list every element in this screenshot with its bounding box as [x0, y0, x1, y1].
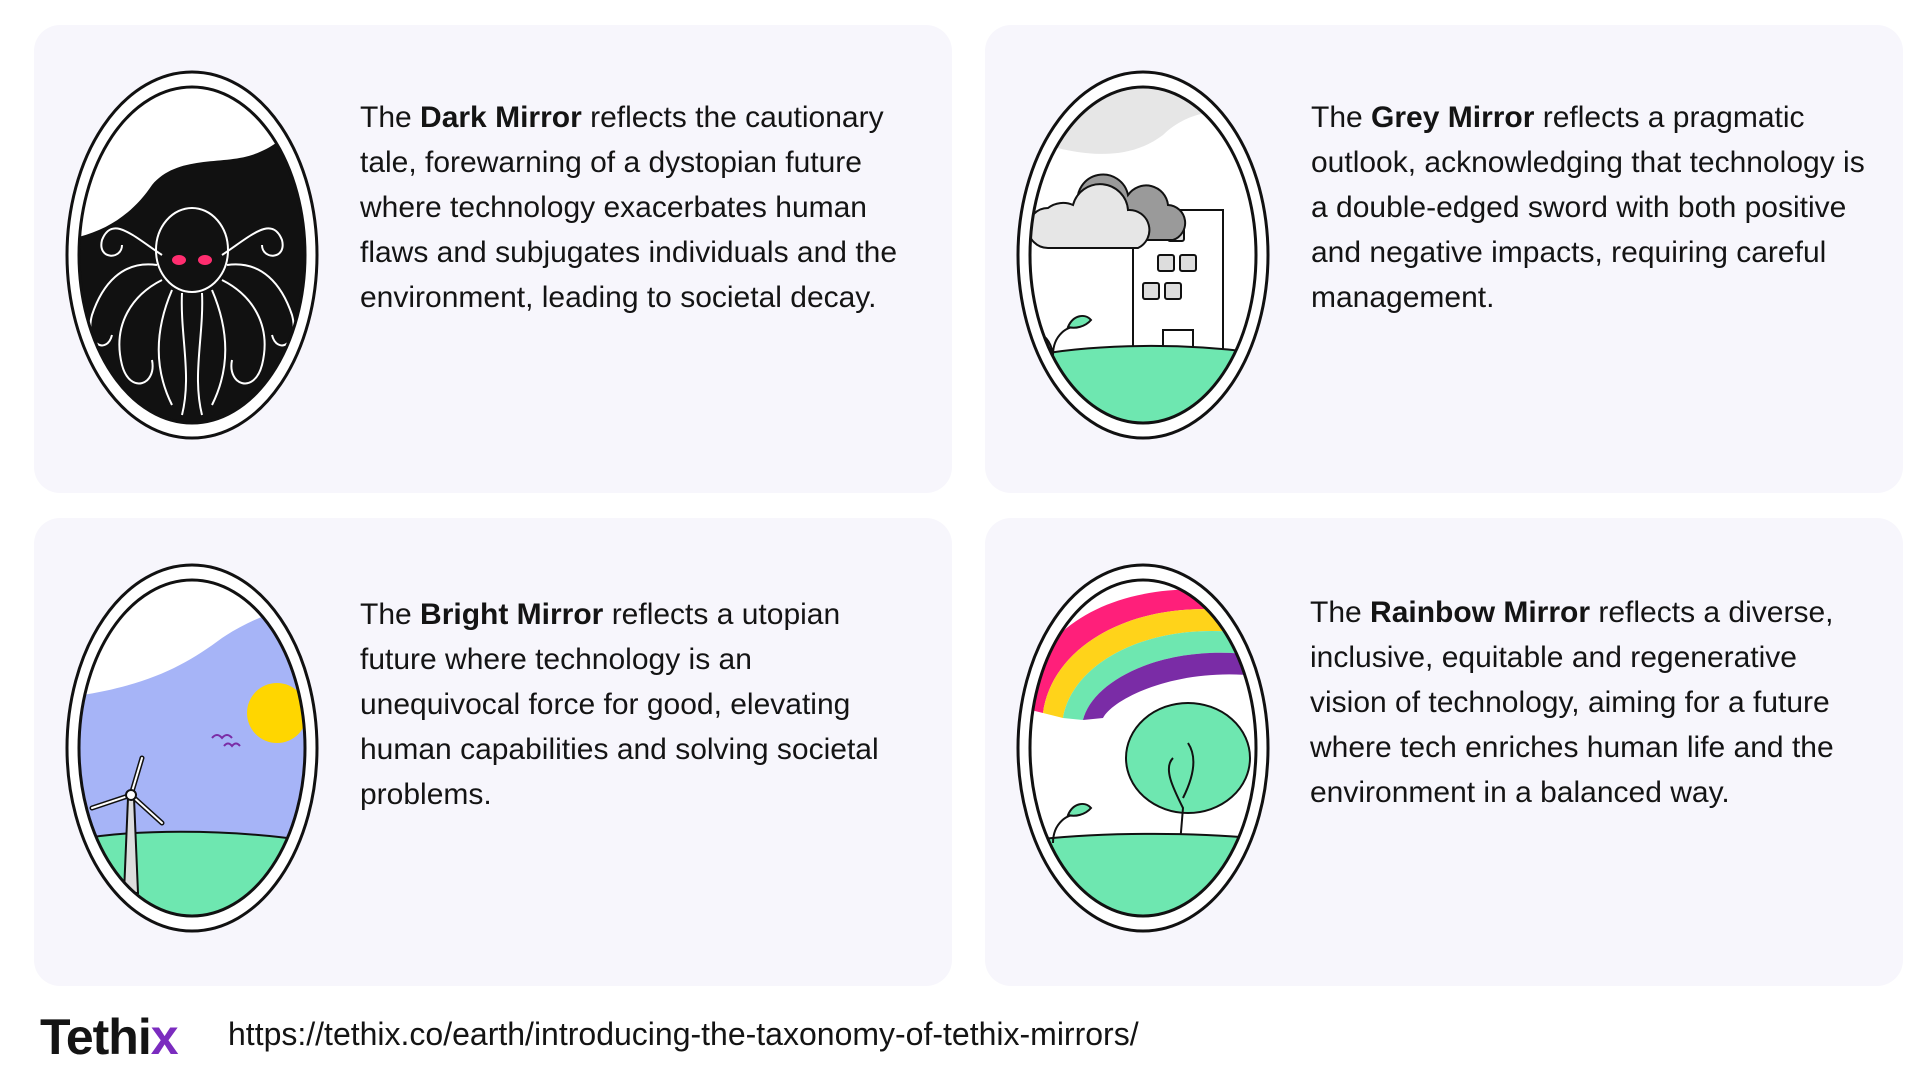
- bright-mirror-description: The Bright Mirror reflects a utopian fut…: [360, 592, 920, 817]
- dark-mirror-prefix: The: [360, 101, 421, 134]
- grey-mirror-body: reflects a pragmatic outlook, acknowledg…: [1311, 101, 1865, 314]
- windmill-mirror-icon: [65, 563, 319, 933]
- bright-mirror-illustration: [62, 558, 322, 938]
- rainbow-mirror-illustration: [1013, 558, 1273, 938]
- bright-mirror-title: Bright Mirror: [420, 598, 604, 631]
- grey-mirror-description: The Grey Mirror reflects a pragmatic out…: [1311, 95, 1871, 320]
- rainbow-mirror-card: The Rainbow Mirror reflects a diverse, i…: [985, 518, 1903, 986]
- bright-mirror-card: The Bright Mirror reflects a utopian fut…: [34, 518, 952, 986]
- rainbow-mirror-icon: [1016, 563, 1270, 933]
- rainbow-mirror-body: reflects a diverse, inclusive, equitable…: [1310, 596, 1834, 809]
- bright-mirror-prefix: The: [360, 598, 421, 631]
- logo-main: Tethi: [40, 1009, 152, 1065]
- logo-accent: x: [150, 1009, 179, 1065]
- grey-mirror-illustration: [1013, 65, 1273, 445]
- city-mirror-icon: [1016, 70, 1270, 440]
- dark-mirror-card: The Dark Mirror reflects the cautionary …: [34, 25, 952, 493]
- dark-mirror-description: The Dark Mirror reflects the cautionary …: [360, 95, 920, 320]
- rainbow-mirror-prefix: The: [1310, 596, 1371, 629]
- bright-mirror-body: reflects a utopian future where technolo…: [360, 598, 879, 811]
- dark-mirror-title: Dark Mirror: [420, 101, 582, 134]
- source-url-link[interactable]: https://tethix.co/earth/introducing-the-…: [228, 1016, 1139, 1052]
- grey-mirror-prefix: The: [1311, 101, 1372, 134]
- grey-mirror-card: The Grey Mirror reflects a pragmatic out…: [985, 25, 1903, 493]
- dark-mirror-body: reflects the cautionary tale, forewarnin…: [360, 101, 898, 314]
- rainbow-mirror-title: Rainbow Mirror: [1370, 596, 1591, 629]
- dark-mirror-illustration: [62, 65, 322, 445]
- grey-mirror-title: Grey Mirror: [1371, 101, 1535, 134]
- tethix-logo[interactable]: Tethix: [40, 1008, 179, 1066]
- rainbow-mirror-description: The Rainbow Mirror reflects a diverse, i…: [1310, 590, 1870, 815]
- octopus-mirror-icon: [65, 70, 319, 440]
